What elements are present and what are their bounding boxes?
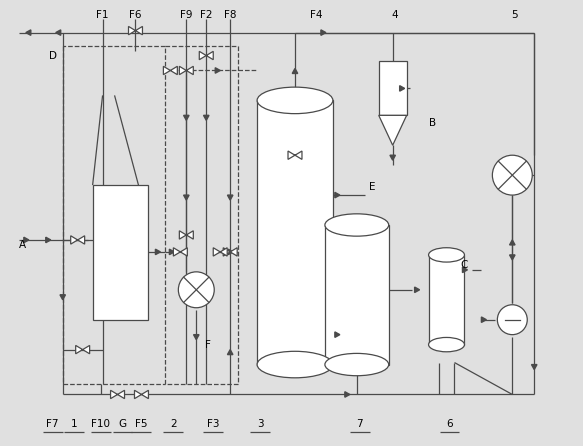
- Text: F: F: [205, 339, 211, 350]
- Ellipse shape: [325, 353, 389, 376]
- Polygon shape: [228, 249, 233, 255]
- Polygon shape: [400, 86, 405, 91]
- Bar: [257, 100, 333, 364]
- Ellipse shape: [325, 214, 389, 236]
- Bar: [93, 185, 149, 320]
- Polygon shape: [390, 155, 395, 160]
- Ellipse shape: [429, 338, 465, 352]
- Polygon shape: [292, 69, 298, 74]
- Polygon shape: [199, 51, 213, 60]
- Polygon shape: [532, 364, 537, 370]
- Polygon shape: [184, 116, 189, 120]
- Text: A: A: [19, 240, 26, 250]
- Polygon shape: [215, 68, 220, 73]
- Circle shape: [493, 155, 532, 195]
- Polygon shape: [345, 392, 350, 397]
- Text: 6: 6: [446, 419, 453, 429]
- Polygon shape: [227, 195, 233, 200]
- Polygon shape: [510, 240, 515, 245]
- Polygon shape: [170, 249, 174, 255]
- Polygon shape: [163, 66, 177, 74]
- Polygon shape: [379, 116, 406, 145]
- Polygon shape: [60, 295, 65, 300]
- Circle shape: [178, 272, 214, 308]
- Polygon shape: [184, 195, 189, 200]
- Text: F3: F3: [207, 419, 219, 429]
- Polygon shape: [213, 248, 227, 256]
- Bar: [379, 61, 406, 116]
- Polygon shape: [482, 317, 486, 322]
- Polygon shape: [173, 248, 187, 256]
- Text: F8: F8: [224, 10, 237, 20]
- Circle shape: [497, 305, 527, 334]
- Text: E: E: [370, 182, 376, 192]
- Polygon shape: [128, 26, 142, 35]
- Text: F6: F6: [129, 10, 142, 20]
- Polygon shape: [335, 192, 340, 198]
- Polygon shape: [415, 287, 420, 293]
- Polygon shape: [288, 151, 302, 159]
- Text: 2: 2: [170, 419, 177, 429]
- Text: D: D: [49, 50, 57, 61]
- Polygon shape: [26, 30, 31, 35]
- Polygon shape: [71, 236, 85, 244]
- Polygon shape: [180, 231, 194, 239]
- Polygon shape: [321, 30, 326, 35]
- Ellipse shape: [257, 351, 333, 378]
- Polygon shape: [203, 116, 209, 120]
- Text: 1: 1: [71, 419, 77, 429]
- Text: F5: F5: [135, 419, 147, 429]
- Polygon shape: [180, 66, 194, 74]
- Text: G: G: [118, 419, 127, 429]
- Polygon shape: [335, 332, 340, 337]
- Ellipse shape: [429, 248, 465, 262]
- Text: F2: F2: [200, 10, 213, 20]
- Text: F7: F7: [47, 419, 59, 429]
- Bar: [429, 255, 465, 345]
- Polygon shape: [462, 267, 468, 273]
- Ellipse shape: [257, 87, 333, 114]
- Polygon shape: [194, 334, 199, 340]
- Polygon shape: [227, 350, 233, 355]
- Text: F9: F9: [180, 10, 192, 20]
- Polygon shape: [223, 248, 237, 256]
- Text: F4: F4: [310, 10, 322, 20]
- Polygon shape: [111, 390, 125, 399]
- Polygon shape: [24, 237, 29, 243]
- Text: F1: F1: [96, 10, 109, 20]
- Polygon shape: [510, 255, 515, 260]
- Text: C: C: [461, 260, 468, 270]
- Text: 3: 3: [257, 419, 264, 429]
- Text: 7: 7: [356, 419, 363, 429]
- Polygon shape: [156, 249, 160, 255]
- Polygon shape: [56, 30, 61, 35]
- Text: 4: 4: [391, 10, 398, 20]
- Bar: [325, 225, 389, 364]
- Polygon shape: [135, 390, 149, 399]
- Text: 5: 5: [511, 10, 518, 20]
- Text: B: B: [429, 118, 436, 128]
- Text: F10: F10: [91, 419, 110, 429]
- Polygon shape: [46, 237, 51, 243]
- Polygon shape: [76, 345, 90, 354]
